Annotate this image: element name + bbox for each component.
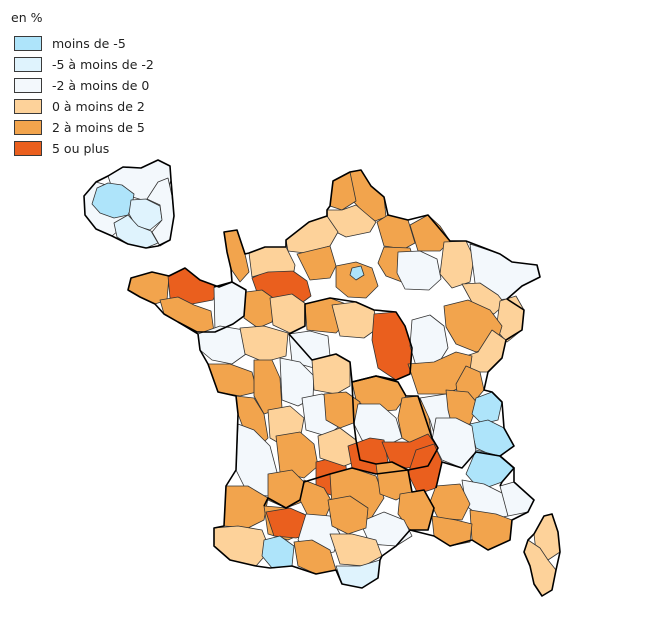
region-borders xyxy=(83,159,561,597)
legend-item: moins de -5 xyxy=(14,33,154,54)
hautes-pyrenees xyxy=(261,535,295,569)
vendee xyxy=(207,363,258,397)
legend-swatch xyxy=(14,99,42,114)
legend-label: -5 à moins de -2 xyxy=(52,57,154,72)
legend-item: -2 à moins de 0 xyxy=(14,75,154,96)
departments xyxy=(127,169,561,597)
legend-item: 2 à moins de 5 xyxy=(14,117,154,138)
paris xyxy=(349,265,365,281)
legend-swatch xyxy=(14,120,42,135)
border-corse xyxy=(523,513,561,597)
border-idf-inset xyxy=(83,159,175,249)
dordogne xyxy=(275,431,319,479)
legend-label: -2 à moins de 0 xyxy=(52,78,150,93)
indre xyxy=(311,353,351,395)
border-centre xyxy=(288,297,413,383)
legend-item: -5 à moins de -2 xyxy=(14,54,154,75)
legend: moins de -5 -5 à moins de -2 -2 à moins … xyxy=(14,33,154,159)
haute-saone xyxy=(495,295,525,343)
legend-item: 0 à moins de 2 xyxy=(14,96,154,117)
border-occitanie xyxy=(263,467,435,531)
loiret xyxy=(331,301,379,339)
ile-de-france-inset xyxy=(83,159,175,249)
legend-swatch xyxy=(14,78,42,93)
val-de-marne xyxy=(128,198,163,231)
oise xyxy=(296,245,337,281)
legend-title: en % xyxy=(11,10,43,25)
seine-et-marne xyxy=(146,177,175,247)
legend-label: 0 à moins de 2 xyxy=(52,99,145,114)
mayenne xyxy=(243,289,277,329)
legend-label: moins de -5 xyxy=(52,36,126,51)
idf-ring xyxy=(335,261,379,299)
legend-label: 5 ou plus xyxy=(52,141,110,156)
moselle xyxy=(439,240,475,289)
legend-swatch xyxy=(14,36,42,51)
border-bretagne xyxy=(177,281,247,333)
cher xyxy=(371,311,413,381)
loire-atlantique xyxy=(197,325,247,365)
legend-item: 5 ou plus xyxy=(14,138,154,159)
sarthe xyxy=(269,293,307,334)
meuse xyxy=(396,250,442,291)
legend-swatch xyxy=(14,141,42,156)
border-auvergne xyxy=(351,375,439,471)
border-paca xyxy=(435,451,515,489)
tarn xyxy=(327,495,369,535)
pyrenees-atlantiques xyxy=(213,525,271,567)
legend-label: 2 à moins de 5 xyxy=(52,120,145,135)
maine-et-loire xyxy=(239,325,289,363)
legend-swatch xyxy=(14,57,42,72)
nievre xyxy=(409,314,449,367)
